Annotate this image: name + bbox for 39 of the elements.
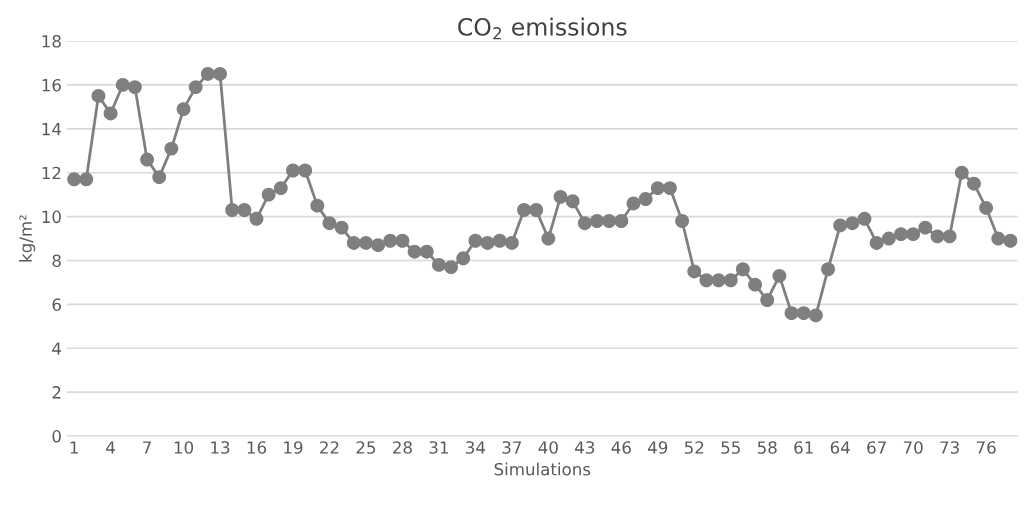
y-tick-label: 18 [42,35,61,48]
x-tick-label: 4 [106,441,115,454]
x-tick-label: 7 [143,441,151,454]
x-tick-label: 34 [466,441,486,454]
x-tick-label: 55 [721,441,740,454]
x-tick-label: 73 [940,441,959,454]
y-tick-label: 10 [42,210,61,224]
y-tick-label: 16 [42,78,61,92]
x-tick-label: 31 [429,441,448,454]
chart-title: CO$_{2}$ emissions [458,17,627,40]
y-tick-label: 4 [52,342,62,355]
x-tick-label: 61 [794,441,813,454]
x-tick-label: 1 [70,441,78,454]
y-tick-label: 8 [52,254,61,268]
x-tick-label: 37 [502,441,522,454]
y-axis-title: kg/m² [19,215,36,262]
x-tick-label: 22 [320,441,339,454]
x-axis-title: Simulations [494,462,591,476]
x-tick-label: 13 [211,441,230,454]
x-tick-label: 64 [830,441,850,454]
x-tick-label: 49 [648,441,668,454]
x-tick-label: 58 [757,441,777,454]
x-tick-label: 28 [393,441,412,454]
x-tick-label: 25 [356,441,376,454]
y-tick-label: 14 [42,123,62,136]
x-tick-label: 43 [575,441,595,454]
y-tick-label: 0 [52,430,61,443]
x-tick-label: 16 [247,441,267,454]
x-tick-label: 46 [611,441,631,454]
x-tick-label: 19 [284,441,303,454]
x-tick-label: 40 [538,441,558,454]
y-tick-label: 6 [52,298,61,311]
y-tick-label: 12 [42,166,61,180]
x-tick-label: 67 [867,441,886,454]
x-tick-label: 52 [684,441,704,454]
x-tick-label: 70 [903,441,923,454]
x-tick-label: 10 [174,441,194,454]
y-tick-label: 2 [52,386,61,399]
x-tick-label: 76 [976,441,996,454]
